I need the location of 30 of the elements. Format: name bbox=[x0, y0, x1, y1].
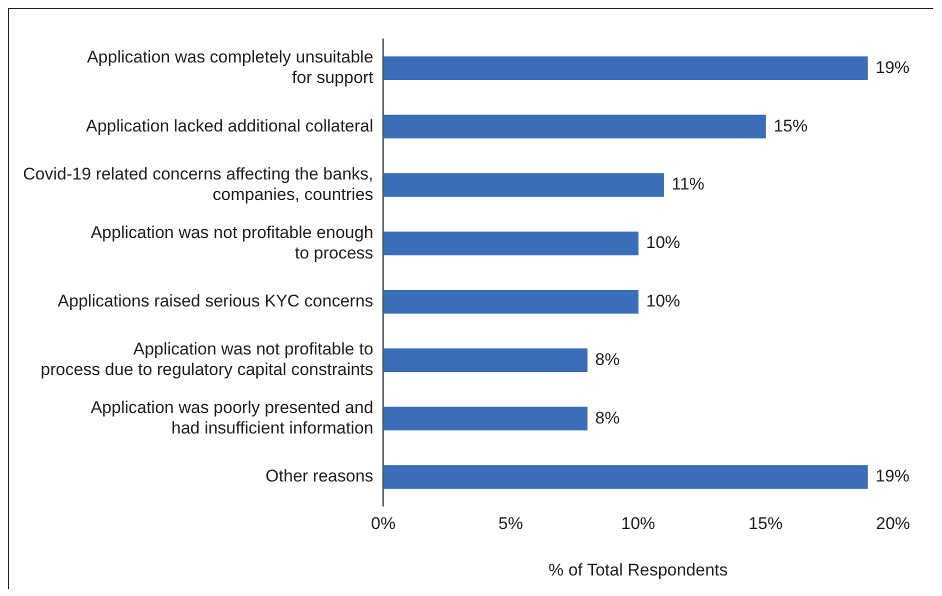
x-tick-label: 20% bbox=[876, 514, 910, 534]
y-tick-label: Application was not profitable enough to process bbox=[90, 222, 374, 262]
y-tick-label: Applications raised serious KYC concerns bbox=[58, 291, 374, 310]
data-label: 19% bbox=[876, 466, 910, 486]
data-label: 8% bbox=[595, 408, 620, 428]
x-tick-label: 5% bbox=[498, 514, 524, 534]
data-label: 19% bbox=[876, 58, 910, 77]
x-tick-label: 0% bbox=[370, 514, 396, 534]
bar bbox=[383, 348, 588, 372]
bar bbox=[383, 290, 638, 314]
bar bbox=[383, 173, 664, 197]
y-tick-label: Covid-19 related concerns affecting the banks, companies, countries bbox=[22, 164, 374, 204]
y-tick-label: Application was completely unsuitable for support bbox=[86, 48, 374, 88]
x-axis-title: % of Total Respondents bbox=[548, 560, 728, 580]
bar bbox=[383, 232, 638, 256]
bar bbox=[383, 56, 868, 80]
data-label: 10% bbox=[646, 291, 680, 310]
y-tick-label: Application was poorly presented and had insufficient information bbox=[90, 398, 374, 438]
x-tick-label: 10% bbox=[621, 514, 656, 534]
bar bbox=[383, 114, 766, 138]
data-label: 11% bbox=[672, 174, 704, 194]
y-tick-label: Application was not profitable to process due to regulatory capital constraints bbox=[40, 340, 374, 380]
data-label: 8% bbox=[595, 350, 620, 369]
data-label: 15% bbox=[774, 116, 808, 136]
data-label: 10% bbox=[646, 233, 680, 252]
y-tick-label: Other reasons bbox=[266, 466, 374, 486]
bar bbox=[383, 465, 868, 489]
x-tick-label: 15% bbox=[748, 514, 783, 534]
y-tick-label: Application lacked additional collateral bbox=[86, 116, 374, 136]
bar bbox=[383, 406, 588, 430]
